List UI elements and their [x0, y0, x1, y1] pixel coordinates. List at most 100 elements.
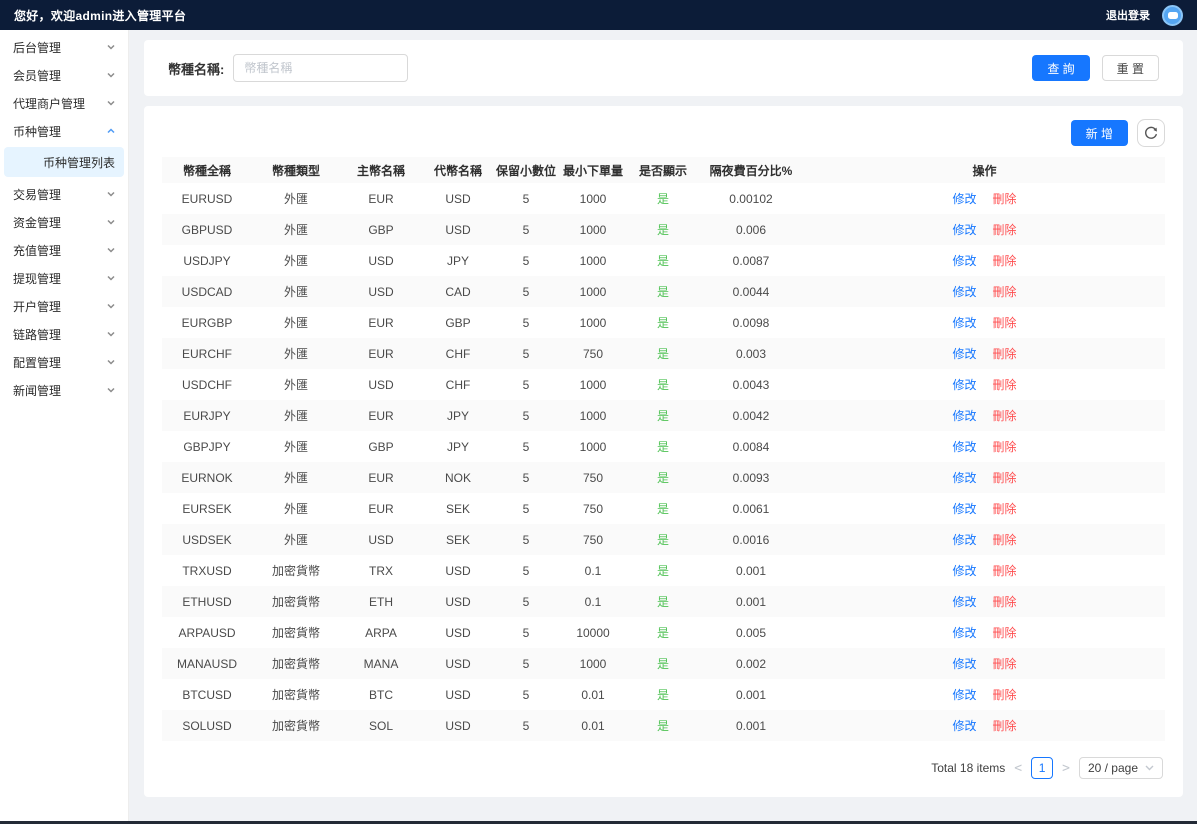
cell-operations: 修改 刪除	[804, 586, 1165, 617]
cell-main-currency: EUR	[368, 501, 394, 516]
cell-min-order-size: 1000	[558, 214, 628, 245]
edit-link[interactable]: 修改	[952, 688, 977, 702]
topbar-right: 退出登录	[1106, 4, 1183, 26]
cell-currency-type: 加密貨幣	[271, 626, 320, 640]
table-row: EURGBP 外匯 EUR GBP 5 1000 是 0.0098 修改 刪除	[162, 307, 1165, 338]
sidebar-item[interactable]: 代理商户管理	[0, 89, 128, 117]
sidebar-item[interactable]: 配置管理	[0, 348, 128, 376]
edit-link[interactable]: 修改	[952, 626, 977, 640]
delete-link[interactable]: 刪除	[992, 719, 1017, 733]
sidebar-item[interactable]: 后台管理	[0, 33, 128, 61]
edit-link[interactable]: 修改	[952, 285, 977, 299]
cell-overnight-fee: 0.002	[698, 648, 804, 679]
edit-link[interactable]: 修改	[952, 409, 977, 423]
edit-link[interactable]: 修改	[952, 316, 977, 330]
sidebar-subitem[interactable]: 币种管理列表	[4, 147, 124, 177]
cell-min-order-size: 750	[558, 338, 628, 369]
table-row: GBPUSD 外匯 GBP USD 5 1000 是 0.006 修改 刪除	[162, 214, 1165, 245]
edit-link[interactable]: 修改	[952, 347, 977, 361]
delete-link[interactable]: 刪除	[992, 254, 1017, 268]
col-main-currency: 主幣名稱	[340, 157, 422, 183]
edit-link[interactable]: 修改	[952, 223, 977, 237]
edit-link[interactable]: 修改	[952, 533, 977, 547]
sidebar-item[interactable]: 交易管理	[0, 180, 128, 208]
delete-link[interactable]: 刪除	[992, 595, 1017, 609]
delete-link[interactable]: 刪除	[992, 440, 1017, 454]
next-page-icon[interactable]: >	[1062, 760, 1070, 776]
cell-decimal-places: 5	[522, 563, 530, 578]
cell-overnight-fee: 0.001	[698, 710, 804, 741]
sidebar-item[interactable]: 新闻管理	[0, 376, 128, 404]
search-field-label: 幣種名稱:	[168, 61, 225, 77]
edit-link[interactable]: 修改	[952, 440, 977, 454]
user-avatar[interactable]	[1162, 4, 1183, 26]
refresh-button[interactable]	[1137, 119, 1165, 147]
cell-operations: 修改 刪除	[804, 338, 1165, 369]
cell-currency-type: 外匯	[283, 378, 308, 392]
edit-link[interactable]: 修改	[952, 657, 977, 671]
delete-link[interactable]: 刪除	[992, 316, 1017, 330]
cell-overnight-fee: 0.0061	[732, 501, 770, 516]
logout-button[interactable]: 退出登录	[1106, 10, 1150, 22]
cell-decimal-places: 5	[522, 439, 530, 454]
reset-button[interactable]: 重 置	[1101, 55, 1159, 81]
sidebar-item[interactable]: 开户管理	[0, 292, 128, 320]
table-row: USDSEK 外匯 USD SEK 5 750 是 0.0016 修改 刪除	[162, 524, 1165, 555]
delete-link[interactable]: 刪除	[992, 657, 1017, 671]
cell-currency-type: 外匯	[283, 440, 308, 454]
delete-link[interactable]: 刪除	[992, 347, 1017, 361]
delete-link[interactable]: 刪除	[992, 688, 1017, 702]
delete-link[interactable]: 刪除	[992, 502, 1017, 516]
cell-token-currency: GBP	[445, 315, 471, 330]
cell-decimal-places: 5	[522, 687, 530, 702]
prev-page-icon[interactable]: <	[1014, 760, 1023, 776]
delete-link[interactable]: 刪除	[992, 409, 1017, 423]
delete-link[interactable]: 刪除	[992, 626, 1017, 640]
delete-link[interactable]: 刪除	[992, 471, 1017, 485]
cell-currency-type: 加密貨幣	[252, 648, 340, 679]
sidebar-item[interactable]: 充值管理	[0, 236, 128, 264]
sidebar-item[interactable]: 提现管理	[0, 264, 128, 292]
page-number-button[interactable]: 1	[1031, 757, 1054, 779]
cell-min-order-size: 750	[582, 501, 604, 516]
cell-is-visible: 是	[628, 524, 698, 555]
cell-operations: 修改 刪除	[804, 369, 1165, 400]
edit-link[interactable]: 修改	[952, 254, 977, 268]
table-body: EURUSD 外匯 EUR USD 5 1000 是 0.00102 修改 刪除 GBPUSD 外匯 G…	[162, 183, 1165, 741]
cell-min-order-size: 1000	[579, 377, 607, 392]
page-size-select[interactable]: 20 / page	[1078, 757, 1163, 779]
cell-decimal-places: 5	[522, 315, 530, 330]
delete-link[interactable]: 刪除	[992, 223, 1017, 237]
cell-token-currency: JPY	[446, 253, 469, 268]
delete-link[interactable]: 刪除	[992, 192, 1017, 206]
edit-link[interactable]: 修改	[952, 564, 977, 578]
cell-currency-type: 加密貨幣	[271, 564, 320, 578]
edit-link[interactable]: 修改	[952, 192, 977, 206]
cell-is-visible: 是	[628, 586, 698, 617]
cell-overnight-fee: 0.00102	[729, 191, 773, 206]
query-button[interactable]: 查 詢	[1032, 55, 1090, 81]
cell-overnight-fee: 0.0043	[732, 377, 770, 392]
sidebar-item[interactable]: 币种管理	[0, 117, 128, 145]
add-button[interactable]: 新 增	[1070, 120, 1128, 146]
delete-link[interactable]: 刪除	[992, 285, 1017, 299]
edit-link[interactable]: 修改	[952, 595, 977, 609]
edit-link[interactable]: 修改	[952, 502, 977, 516]
cell-decimal-places: 5	[494, 710, 558, 741]
edit-link[interactable]: 修改	[952, 378, 977, 392]
edit-link[interactable]: 修改	[952, 471, 977, 485]
cell-currency-type: 外匯	[252, 338, 340, 369]
cell-main-currency: ETH	[340, 586, 422, 617]
delete-link[interactable]: 刪除	[992, 564, 1017, 578]
cell-currency-full-name: BTCUSD	[182, 687, 232, 702]
sidebar-item[interactable]: 链路管理	[0, 320, 128, 348]
delete-link[interactable]: 刪除	[992, 533, 1017, 547]
currency-name-input[interactable]	[233, 54, 409, 82]
cell-operations: 修改 刪除	[804, 183, 1165, 214]
cell-min-order-size: 0.1	[584, 563, 602, 578]
sidebar-item[interactable]: 资金管理	[0, 208, 128, 236]
cell-token-currency: SEK	[422, 524, 494, 555]
edit-link[interactable]: 修改	[952, 719, 977, 733]
sidebar-item[interactable]: 会员管理	[0, 61, 128, 89]
delete-link[interactable]: 刪除	[992, 378, 1017, 392]
